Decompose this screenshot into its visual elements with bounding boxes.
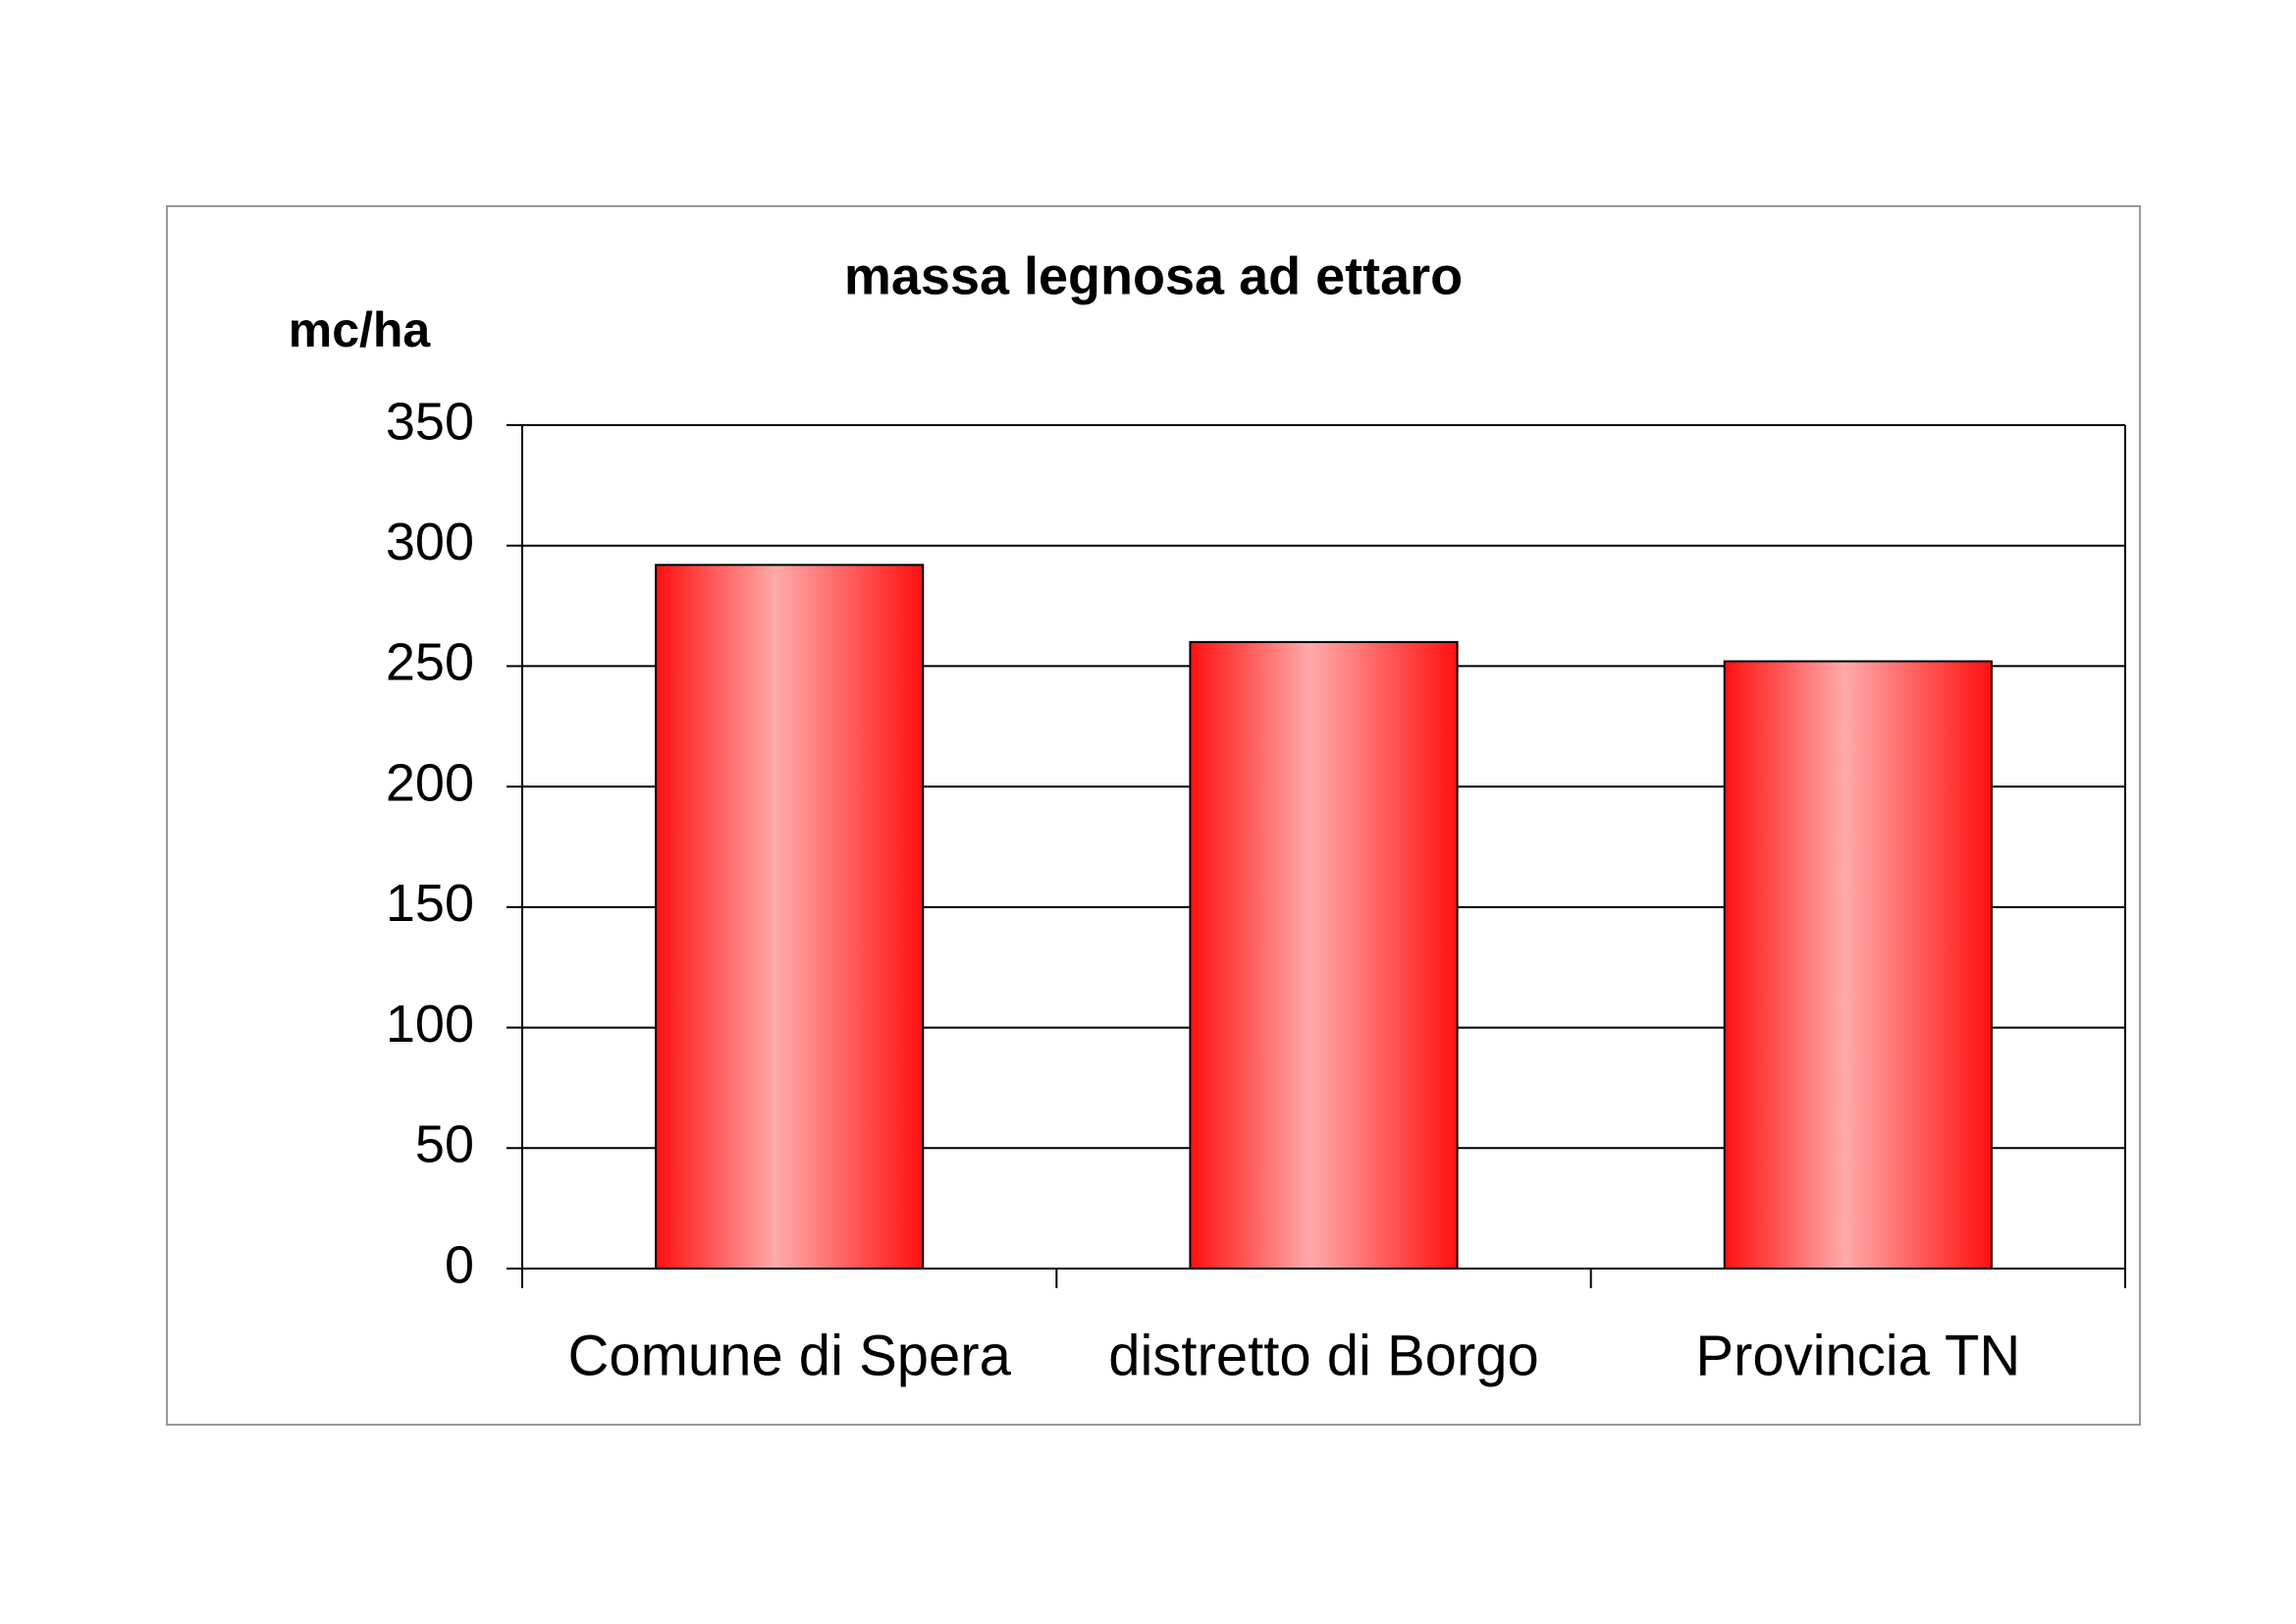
y-tick-label: 200 xyxy=(386,753,474,812)
y-tick-label: 50 xyxy=(415,1115,474,1174)
y-tick-label: 250 xyxy=(386,633,474,692)
bar xyxy=(655,564,925,1270)
y-tick-label: 100 xyxy=(386,995,474,1054)
y-tick-label: 350 xyxy=(386,392,474,451)
bar xyxy=(1189,640,1459,1270)
chart-title: massa legnosa ad ettaro xyxy=(844,246,1463,305)
y-tick-label: 150 xyxy=(386,874,474,933)
bar xyxy=(1723,660,1993,1270)
y-tick-label: 300 xyxy=(386,513,474,571)
x-tick-label: Comune di Spera xyxy=(567,1324,1011,1387)
x-tick-label: Provincia TN xyxy=(1695,1324,2020,1387)
y-axis-label: mc/ha xyxy=(289,302,432,357)
y-tick-label: 0 xyxy=(445,1235,474,1294)
x-tick-label: distretto di Borgo xyxy=(1108,1324,1538,1387)
